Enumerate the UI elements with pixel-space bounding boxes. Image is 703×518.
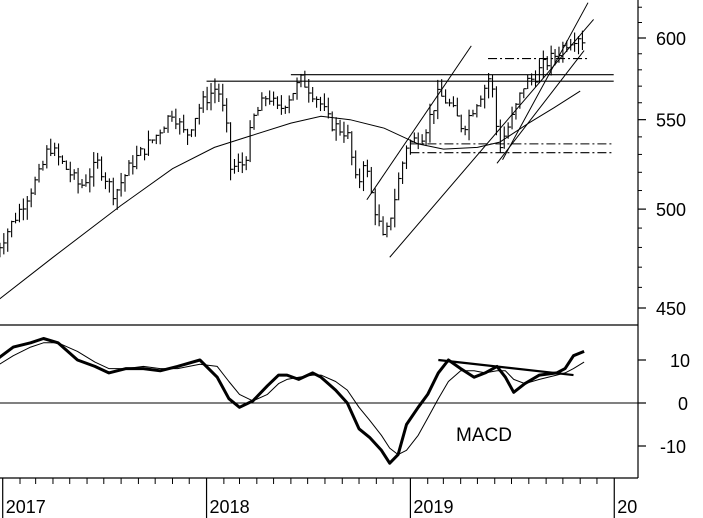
price-y-tick-label: 500 [656, 200, 686, 220]
price-y-tick-label: 600 [656, 29, 686, 49]
price-y-tick-label: 550 [656, 111, 686, 131]
year-tick-label: 2017 [6, 497, 46, 517]
year-tick-label: 20 [617, 497, 637, 517]
chart-frame [0, 0, 639, 479]
price-y-tick-label: 450 [656, 299, 686, 319]
macd-line [0, 337, 585, 465]
macd-panel: MACD [0, 337, 638, 465]
price-y-axis: 450 500 550 600 [638, 6, 686, 319]
moving-average-line [0, 90, 581, 300]
price-trendline [389, 19, 594, 258]
price-panel [0, 2, 614, 300]
signal-line [0, 342, 585, 456]
price-bars [0, 30, 586, 258]
year-tick-label: 2019 [413, 497, 453, 517]
macd-y-tick-label: 0 [678, 394, 688, 414]
macd-y-axis: 10 0 -10 [638, 351, 690, 457]
macd-label: MACD [456, 425, 512, 446]
time-x-axis: 2017 2018 2019 20 [2, 478, 637, 518]
macd-y-tick-label: 10 [670, 351, 690, 371]
price-trendline [502, 2, 589, 160]
price-trendline [496, 50, 585, 164]
macd-y-tick-label: -10 [660, 437, 686, 457]
price-trendline [366, 45, 472, 201]
year-tick-label: 2018 [210, 497, 250, 517]
